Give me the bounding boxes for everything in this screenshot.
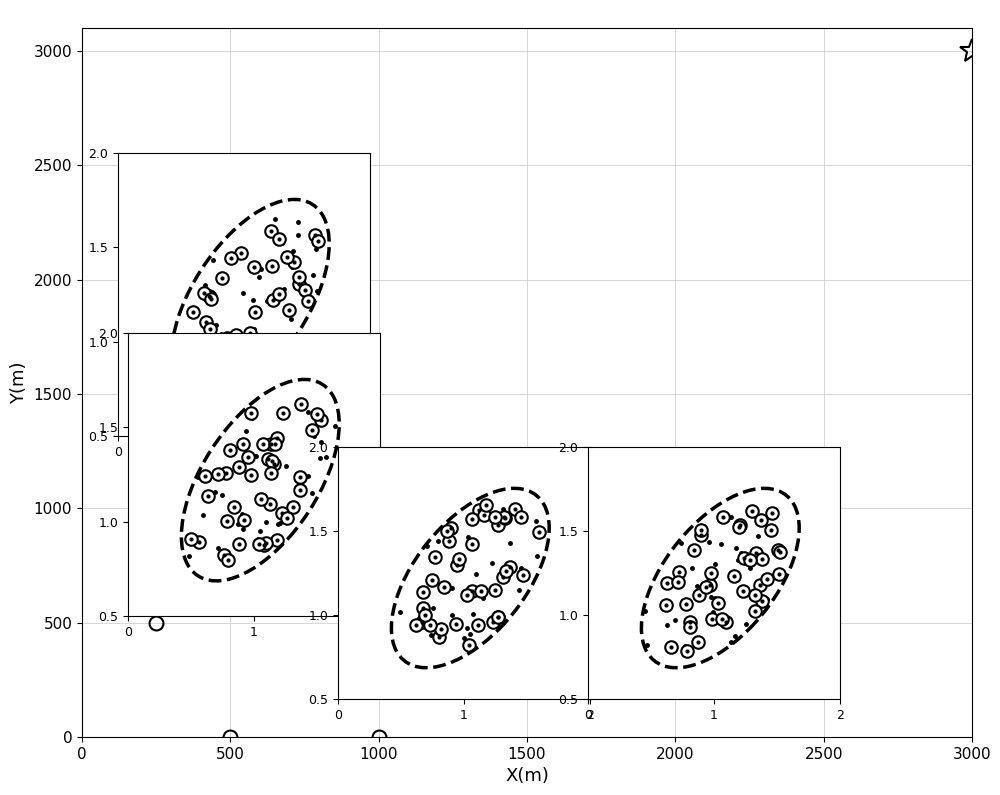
Y-axis label: Y(m): Y(m) xyxy=(10,361,28,404)
X-axis label: X(m): X(m) xyxy=(505,767,549,785)
